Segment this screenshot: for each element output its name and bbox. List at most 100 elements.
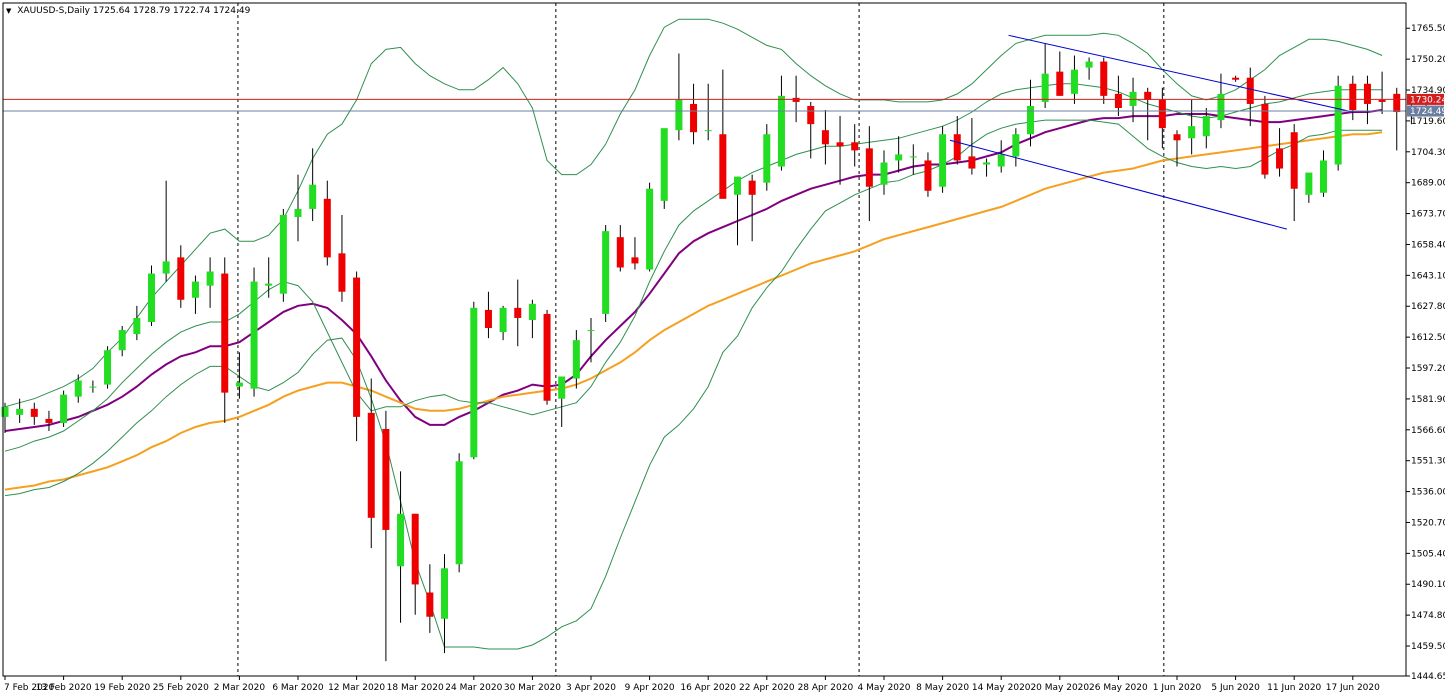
x-tick-label: 19 Feb 2020 — [94, 683, 150, 693]
y-tick-label: 1673.70 — [1411, 210, 1445, 220]
candle — [602, 225, 610, 322]
candle — [1085, 57, 1093, 80]
candle — [1041, 43, 1049, 108]
symbol-label: XAUUSD-S,Daily — [17, 6, 90, 16]
candle — [1173, 130, 1181, 167]
x-tick-label: 7 Feb 2020 — [4, 683, 55, 693]
x-tick-label: 12 Mar 2020 — [328, 683, 385, 693]
y-tick-label: 1520.70 — [1411, 518, 1445, 528]
candle — [1276, 128, 1284, 177]
x-tick-label: 2 Mar 2020 — [214, 683, 266, 693]
candle — [294, 174, 302, 242]
candle — [177, 245, 185, 308]
plot-frame — [2, 2, 1407, 677]
candle-body — [191, 281, 199, 298]
x-tick-label: 20 May 2020 — [1030, 683, 1089, 693]
candle-body — [1393, 93, 1401, 113]
x-tick-label: 14 May 2020 — [972, 683, 1031, 693]
candle — [1070, 55, 1078, 104]
candle — [572, 330, 580, 389]
y-tick-label: 1689.00 — [1411, 179, 1445, 189]
y-tick-label: 1612.50 — [1411, 333, 1445, 343]
candle-body — [909, 156, 917, 158]
candle-body — [1246, 77, 1254, 104]
y-tick-label: 1734.90 — [1411, 86, 1445, 96]
x-tick-label: 28 Apr 2020 — [798, 683, 854, 693]
candle-body — [323, 198, 331, 258]
candle — [1114, 75, 1122, 117]
y-tick-label: 1627.80 — [1411, 302, 1445, 312]
candle-body — [1027, 105, 1034, 135]
candle-body — [177, 257, 185, 300]
candle — [704, 83, 712, 141]
candle-body — [148, 273, 155, 322]
candle — [763, 124, 771, 191]
candle-body — [997, 154, 1005, 167]
candle-body — [1129, 91, 1137, 106]
price-axis[interactable]: 1765.50 1750.20 1734.90 1719.60 1704.30 1689.… — [1406, 24, 1445, 682]
candle — [1334, 75, 1342, 171]
candle-body — [133, 317, 141, 335]
candle-body — [1232, 77, 1240, 80]
indicator-line-2 — [4, 18, 1383, 408]
candle-body — [646, 188, 654, 270]
candle — [1, 402, 9, 434]
candle-body — [1158, 99, 1166, 129]
candle-body — [821, 130, 829, 145]
candle — [323, 180, 331, 266]
candle — [514, 279, 522, 347]
candle — [1378, 71, 1386, 115]
candle — [382, 410, 390, 662]
candle-body — [1188, 126, 1196, 139]
candle-body — [528, 303, 536, 320]
candle-body — [16, 408, 24, 415]
candle — [690, 83, 698, 145]
bid-price-tag-label: 1724.49 — [1410, 107, 1445, 117]
candle — [206, 257, 214, 308]
candle — [660, 128, 668, 209]
candle — [1202, 107, 1210, 149]
candle — [74, 374, 82, 403]
candle — [587, 317, 595, 363]
candle-body — [1334, 85, 1342, 165]
candle — [558, 376, 566, 427]
y-tick-label: 1643.10 — [1411, 271, 1445, 281]
x-tick-label: 26 May 2020 — [1089, 683, 1148, 693]
candle — [543, 309, 551, 405]
candle-body — [1, 406, 9, 417]
candle-body — [265, 283, 273, 286]
x-tick-label: 11 Jun 2020 — [1267, 683, 1321, 693]
candle — [89, 380, 97, 393]
candle — [719, 69, 727, 199]
trendline[interactable] — [949, 139, 1288, 230]
candle — [865, 126, 873, 222]
x-tick-label: 17 Jun 2020 — [1326, 683, 1380, 693]
candle-body — [983, 162, 991, 165]
candle-body — [1290, 132, 1298, 189]
indicator-line-4 — [4, 119, 1383, 650]
candle — [367, 378, 375, 549]
candle-body — [1378, 99, 1386, 102]
candle-body — [309, 184, 317, 209]
candle — [441, 554, 448, 654]
dropdown-triangle-icon[interactable]: ▼ — [6, 7, 12, 15]
candle-body — [865, 148, 873, 187]
candle — [1261, 95, 1269, 179]
candle — [30, 402, 38, 425]
candle — [1305, 172, 1313, 203]
candle-body — [30, 408, 38, 417]
candle-body — [939, 134, 947, 187]
candle — [499, 305, 507, 341]
candle-body — [602, 231, 610, 314]
candle-body — [675, 99, 683, 131]
candle-body — [45, 418, 53, 423]
candle — [426, 564, 434, 633]
x-tick-label: 25 Feb 2020 — [153, 683, 209, 693]
candle — [631, 237, 639, 270]
candle — [1188, 99, 1196, 155]
candle-body — [836, 142, 844, 147]
candle-body — [455, 461, 463, 565]
